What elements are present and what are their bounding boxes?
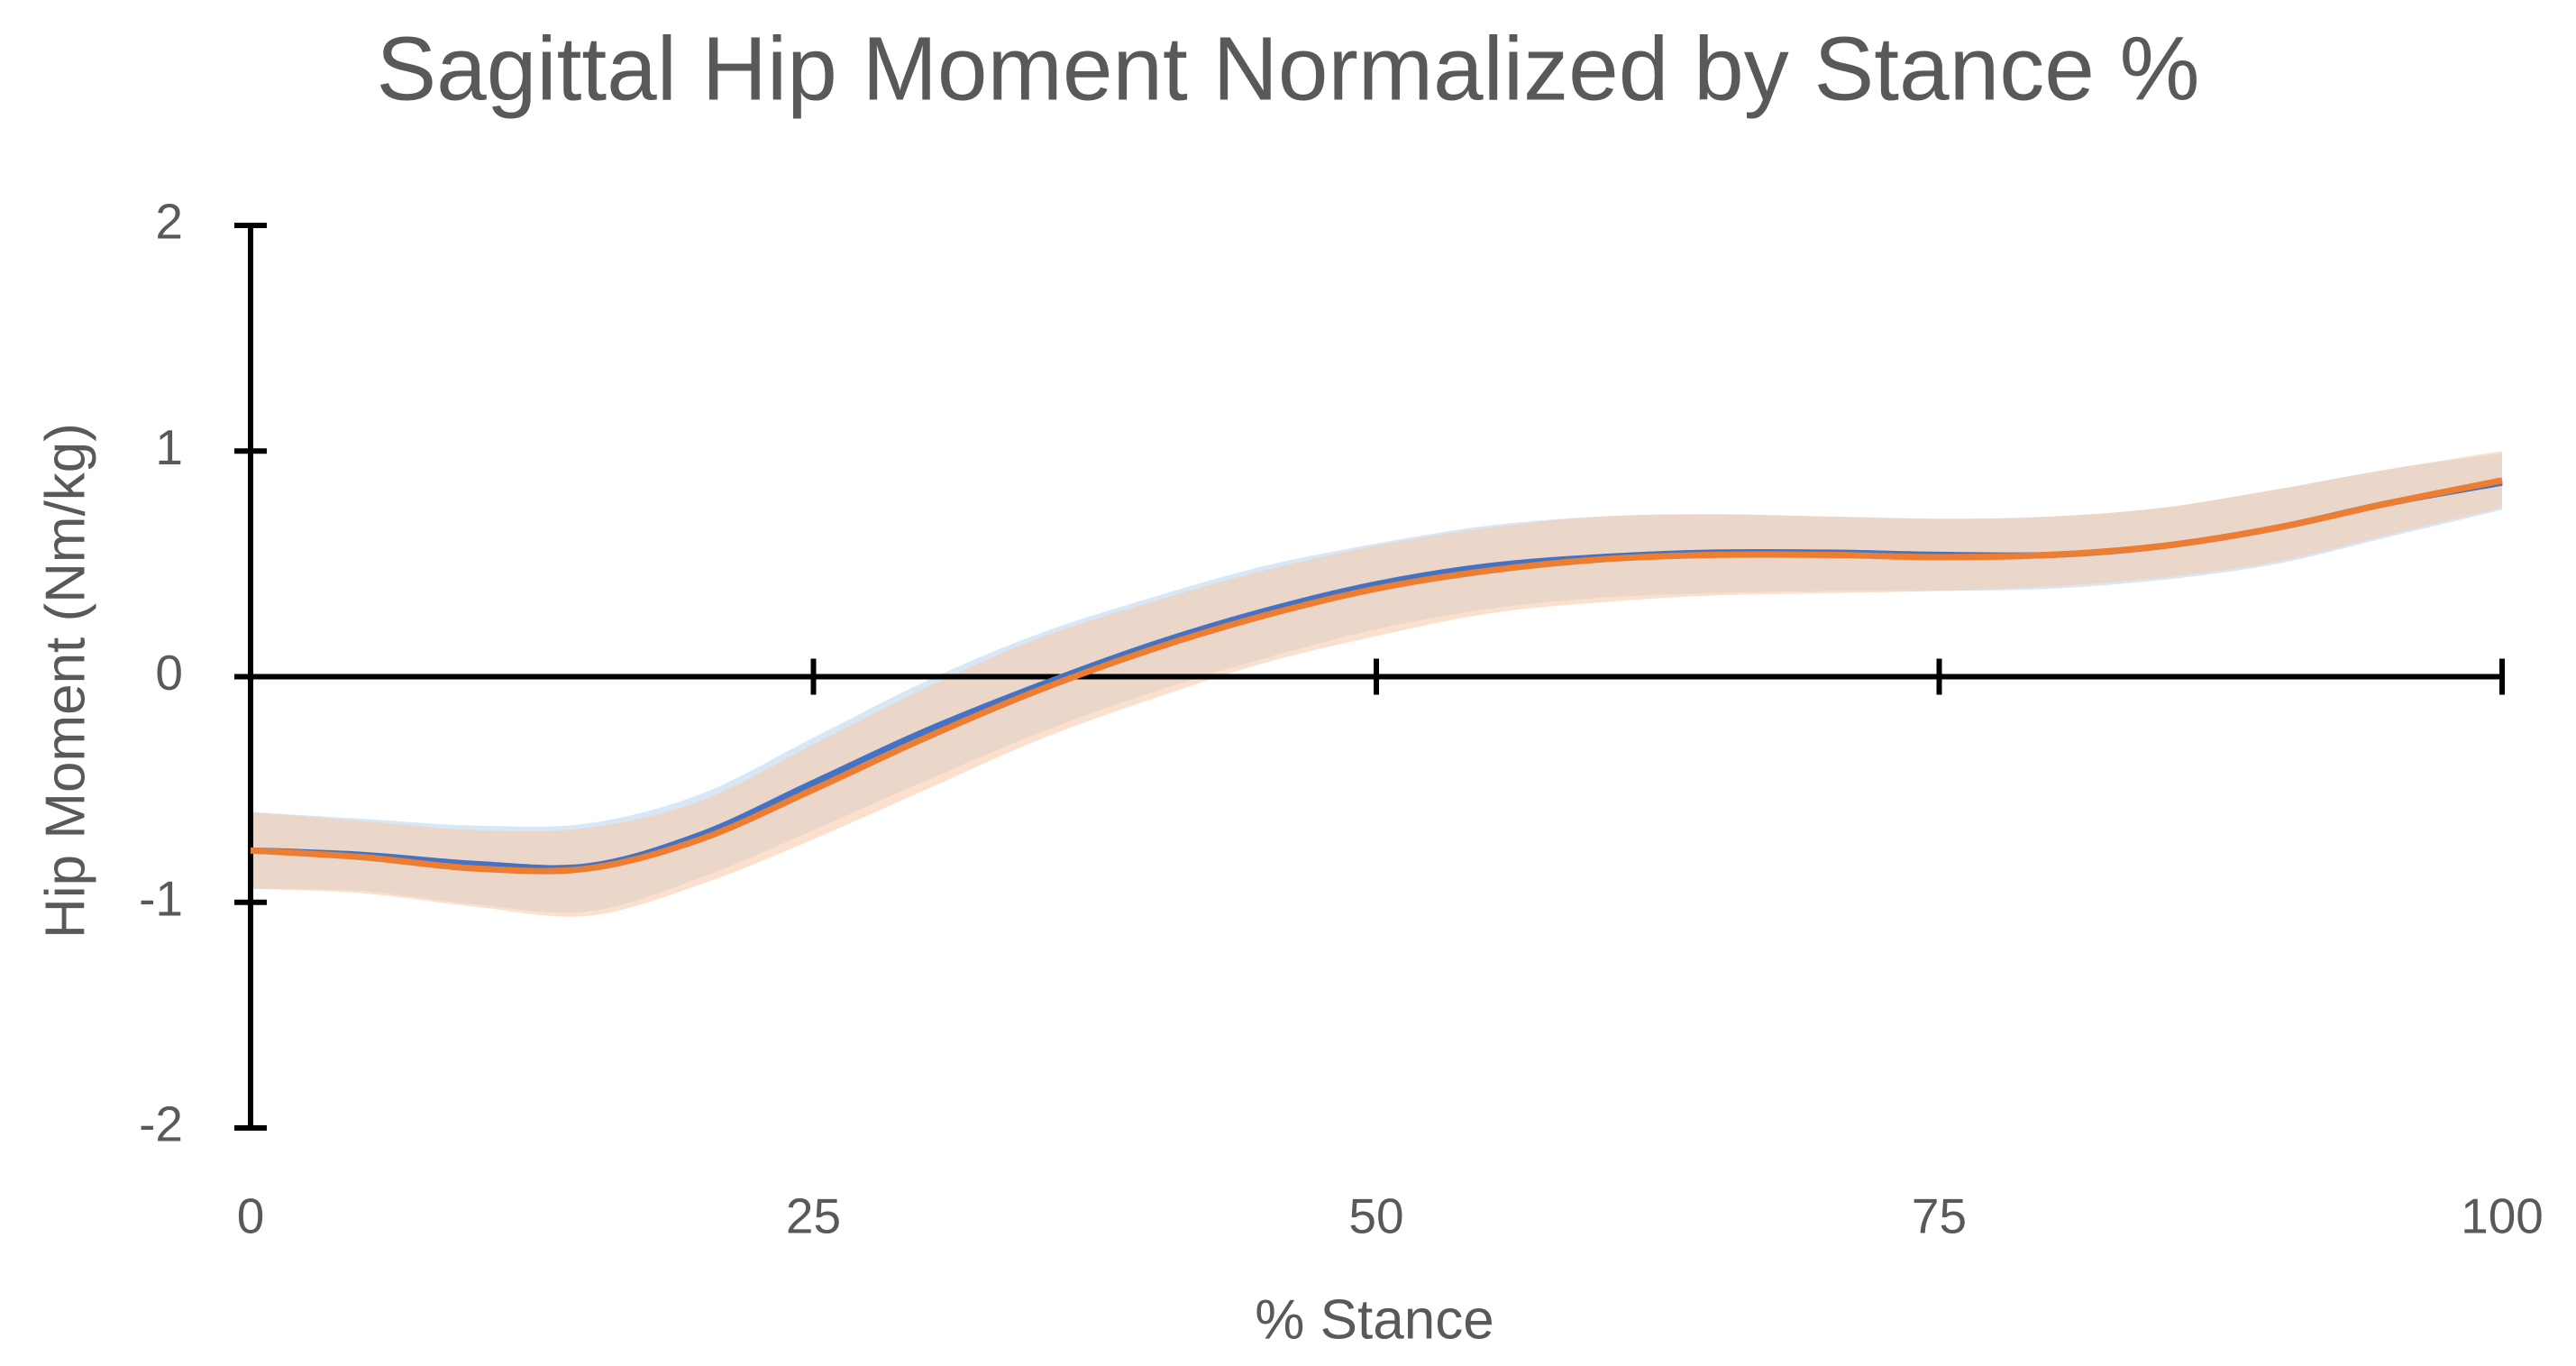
series-line <box>250 477 2503 875</box>
x-tick-label: 50 <box>1348 1188 1403 1244</box>
y-tick-label: -1 <box>139 870 183 926</box>
x-tick-label: 75 <box>1912 1188 1967 1244</box>
y-axis-label: Hip Moment (Nm/kg) <box>34 423 96 939</box>
x-tick-label: 0 <box>237 1188 265 1244</box>
y-tick-label: 1 <box>155 419 183 475</box>
y-tick-label: 0 <box>155 645 183 701</box>
x-axis-label: % Stance <box>1255 1288 1494 1351</box>
x-tick-label: 25 <box>786 1188 841 1244</box>
y-tick-label: -2 <box>139 1096 183 1152</box>
y-tick-label: 2 <box>155 194 183 250</box>
x-tick-label: 100 <box>2461 1188 2544 1244</box>
error-band <box>251 451 2502 917</box>
chart-title: Sagittal Hip Moment Normalized by Stance… <box>376 18 2199 119</box>
